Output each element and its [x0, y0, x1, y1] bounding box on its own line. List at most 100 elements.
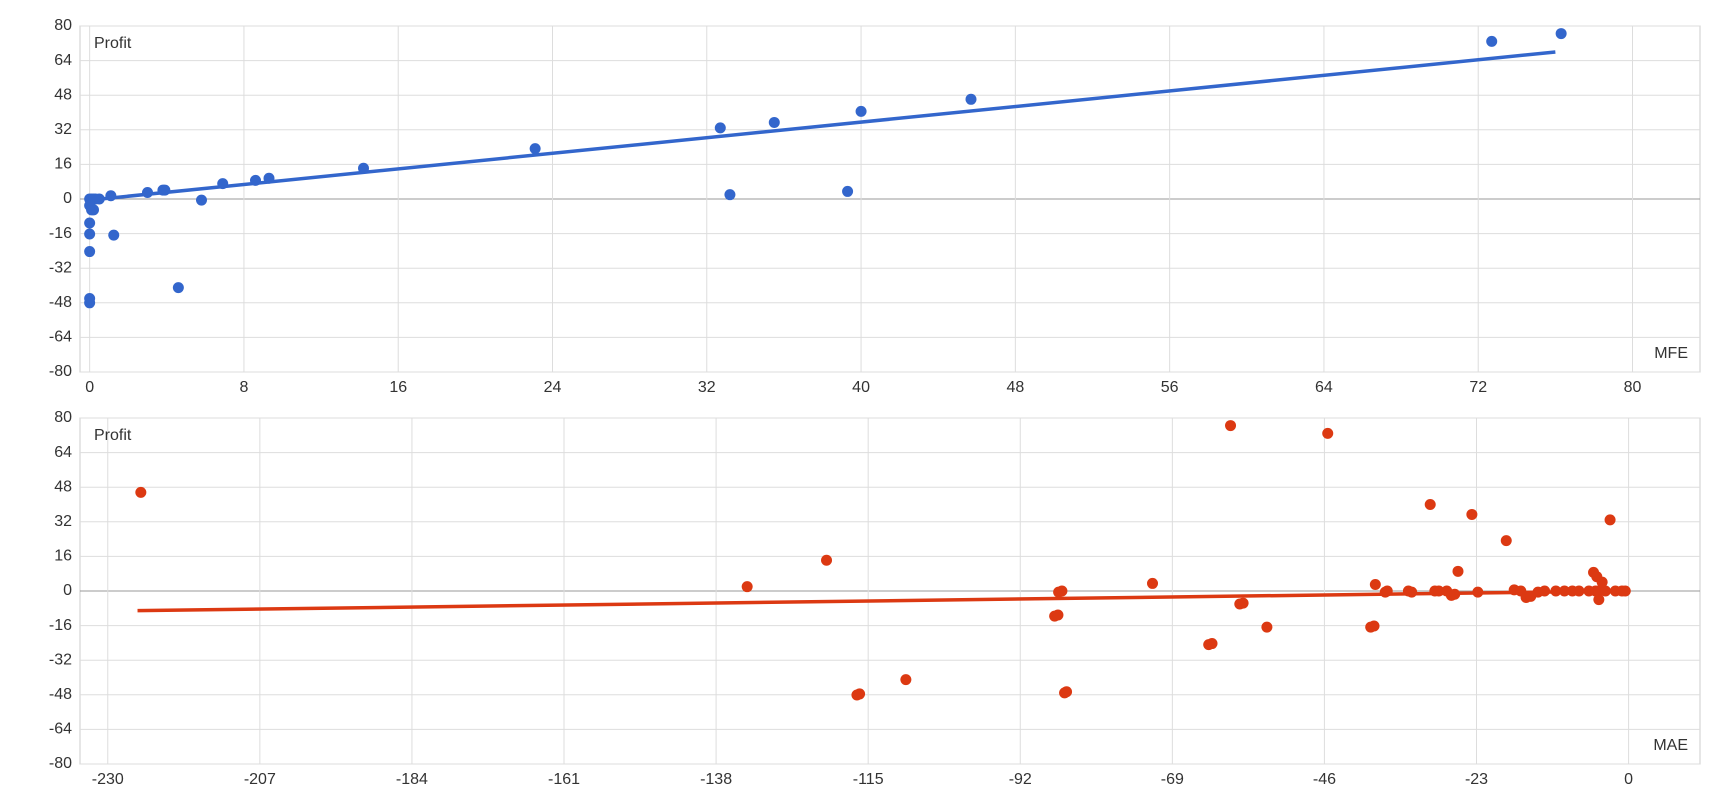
data-point: [84, 246, 96, 258]
x-tick-label: 32: [698, 379, 716, 396]
data-point: [250, 174, 261, 186]
data-point: [93, 193, 105, 205]
data-point: [105, 190, 117, 202]
data-point: [1406, 586, 1418, 598]
y-tick-label: -64: [49, 329, 72, 346]
x-tick-label: -138: [700, 771, 732, 788]
data-point: [1369, 579, 1381, 591]
y-tick-label: -80: [49, 363, 72, 380]
data-point: [1604, 514, 1616, 526]
x-tick-label: 80: [1624, 379, 1642, 396]
y-tick-label: 16: [54, 156, 72, 173]
data-point: [1472, 586, 1484, 598]
y-tick-label: 80: [54, 17, 72, 34]
data-point: [1550, 585, 1562, 597]
x-tick-label: 8: [239, 379, 248, 396]
data-point: [1381, 585, 1393, 597]
x-tick-label: -69: [1161, 771, 1184, 788]
y-axis-title: Profit: [94, 427, 132, 444]
y-tick-label: 48: [54, 478, 72, 495]
data-point: [724, 189, 736, 201]
x-tick-label: 24: [544, 379, 562, 396]
x-tick-label: -46: [1313, 771, 1336, 788]
y-tick-label: -16: [49, 225, 72, 242]
y-tick-label: -32: [49, 259, 72, 276]
data-point: [84, 228, 96, 240]
data-point: [1500, 535, 1512, 547]
data-point: [714, 122, 726, 134]
y-tick-label: -16: [49, 617, 72, 634]
y-tick-label: -64: [49, 721, 72, 738]
data-point: [217, 178, 229, 190]
data-point: [135, 486, 147, 498]
data-point: [768, 116, 780, 128]
trendline: [89, 50, 1556, 202]
data-point: [1539, 585, 1551, 597]
data-point: [1486, 35, 1498, 47]
data-point: [1368, 620, 1380, 632]
x-tick-label: -115: [853, 771, 884, 788]
x-tick-label: -92: [1009, 771, 1032, 788]
data-point: [1237, 597, 1249, 609]
data-point: [741, 581, 753, 593]
y-tick-label: 64: [54, 444, 72, 461]
data-point: [842, 185, 854, 197]
data-point: [1052, 609, 1064, 621]
x-tick-label: 72: [1469, 379, 1487, 396]
data-point: [263, 172, 275, 184]
x-tick-label: 16: [389, 379, 407, 396]
data-point: [1424, 499, 1436, 510]
data-point: [1452, 565, 1464, 577]
y-tick-label: -48: [49, 686, 72, 703]
data-point: [1593, 594, 1605, 606]
y-tick-label: 64: [54, 52, 72, 69]
x-tick-label: -184: [396, 771, 428, 788]
x-tick-label: 40: [852, 379, 870, 396]
y-tick-label: 0: [63, 190, 72, 207]
x-axis-title: MAE: [1653, 737, 1688, 754]
x-tick-label: -23: [1465, 771, 1488, 788]
y-axis-title: Profit: [94, 35, 132, 52]
data-point: [821, 554, 833, 566]
data-point: [1061, 686, 1073, 698]
data-point: [1147, 577, 1159, 589]
x-tick-label: 64: [1315, 379, 1333, 396]
data-point: [1206, 638, 1218, 650]
data-point: [855, 105, 867, 117]
data-point: [1619, 585, 1631, 597]
y-tick-label: -80: [49, 755, 72, 772]
data-point: [529, 143, 541, 155]
x-tick-label: -230: [92, 771, 124, 788]
data-point: [1449, 588, 1461, 600]
y-tick-label: -32: [49, 651, 72, 668]
x-tick-label: 0: [85, 379, 94, 396]
data-point: [1596, 576, 1608, 588]
x-tick-label: 0: [1624, 771, 1633, 788]
data-point: [1433, 585, 1445, 597]
data-point: [142, 187, 153, 199]
data-point: [84, 217, 96, 229]
data-point: [84, 199, 96, 211]
y-tick-label: 48: [54, 86, 72, 103]
data-point: [900, 674, 912, 686]
data-point: [1558, 585, 1570, 597]
data-point: [1573, 585, 1585, 597]
trendline: [137, 589, 1626, 613]
data-point: [84, 297, 96, 309]
x-tick-label: -161: [548, 771, 580, 788]
data-point: [1056, 585, 1068, 597]
y-tick-label: 0: [63, 582, 72, 599]
data-point: [1555, 28, 1567, 40]
data-point: [1599, 585, 1611, 597]
data-point: [1261, 621, 1273, 633]
data-point: [965, 93, 977, 105]
data-point: [358, 162, 369, 174]
data-point: [196, 194, 207, 206]
data-point: [1225, 420, 1237, 432]
data-point: [172, 282, 184, 294]
x-axis-title: MFE: [1654, 345, 1688, 362]
data-point: [851, 689, 863, 701]
data-point: [157, 184, 169, 196]
data-point: [108, 229, 120, 241]
